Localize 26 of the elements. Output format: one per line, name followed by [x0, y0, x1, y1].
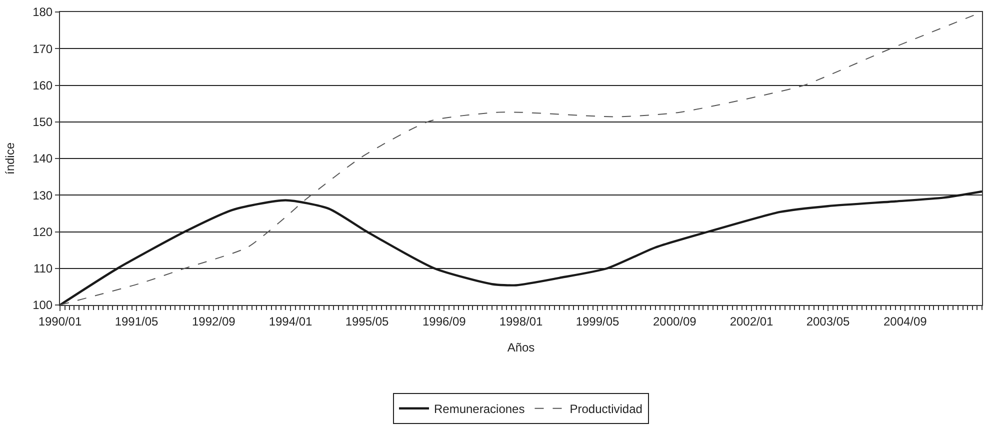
- y-tick-label: 170: [32, 42, 53, 56]
- y-tick-label: 110: [33, 262, 53, 276]
- x-tick-label: 2000/09: [652, 314, 697, 328]
- x-tick-label: 1992/09: [192, 314, 236, 328]
- x-axis-title: Años: [507, 340, 535, 354]
- x-tick-label: 2004/09: [883, 314, 928, 328]
- y-tick-label: 130: [32, 188, 53, 202]
- line-series: [60, 190, 982, 305]
- x-tick-label: 1999/05: [576, 314, 620, 328]
- y-tick-label: 150: [32, 115, 53, 130]
- x-tick-label: 2003/05: [806, 314, 850, 328]
- y-tick-label: 180: [32, 5, 53, 20]
- y-tick-label: 160: [32, 78, 53, 92]
- x-tick-label: 1996/09: [422, 314, 466, 328]
- x-tick-label: 1994/01: [268, 314, 313, 328]
- y-tick-label: 100: [32, 298, 53, 312]
- y-tick-label: 120: [32, 224, 53, 239]
- x-tick-label: 1990/01: [38, 314, 82, 328]
- x-tick-label: 1995/05: [345, 314, 390, 328]
- x-tick-label: 2002/01: [730, 314, 774, 328]
- x-tick-label: 1998/01: [499, 314, 544, 328]
- y-tick-label: 140: [32, 152, 53, 166]
- legend-label: Productividad: [570, 402, 642, 416]
- x-tick-label: 1991/05: [114, 314, 159, 328]
- y-axis-title: índice: [2, 142, 17, 175]
- legend-label: Remuneraciones: [434, 402, 525, 416]
